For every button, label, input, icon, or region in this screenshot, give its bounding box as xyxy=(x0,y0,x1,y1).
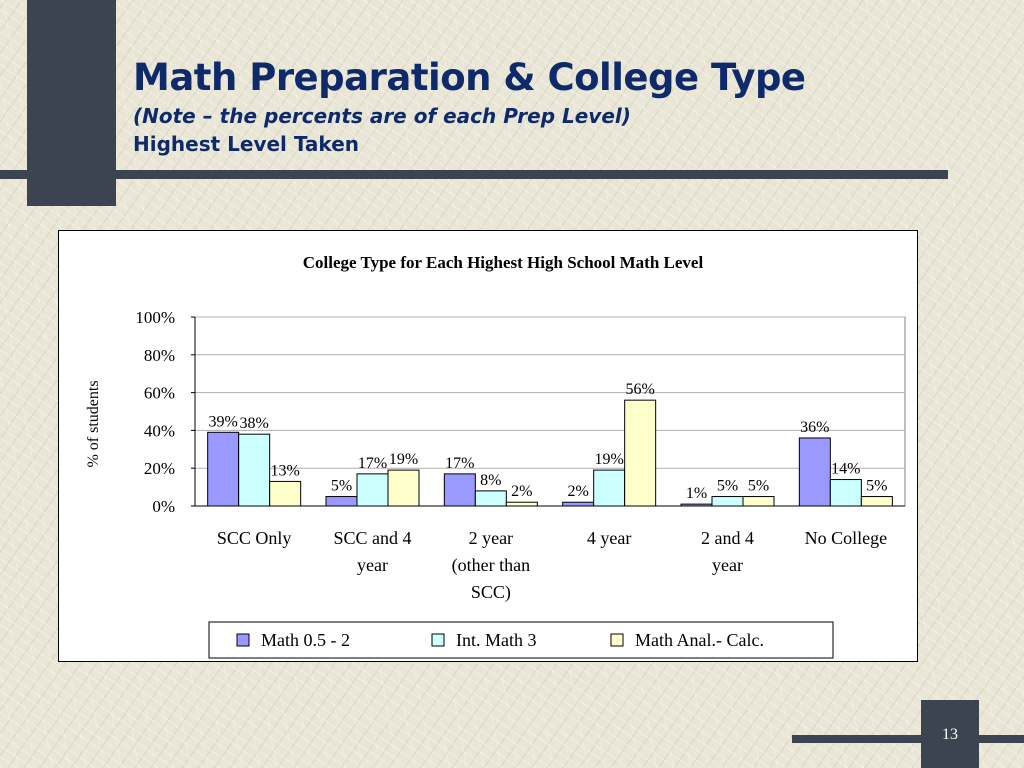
bar xyxy=(207,431,240,507)
slide-subtitle-note: (Note – the percents are of each Prep Le… xyxy=(133,104,631,128)
x-category-label: year xyxy=(357,555,388,575)
bar-data-label: 13% xyxy=(271,462,300,479)
bar-data-label: 36% xyxy=(800,419,829,436)
legend-entry-label: Int. Math 3 xyxy=(456,630,537,650)
y-tick-label: 0% xyxy=(152,497,175,516)
bar-data-label: 39% xyxy=(209,413,238,430)
legend-swatch xyxy=(431,633,445,647)
bar-data-label: 5% xyxy=(331,478,352,495)
bar xyxy=(829,479,862,507)
bar-data-label: 5% xyxy=(748,478,769,495)
bar xyxy=(711,496,744,507)
legend-box xyxy=(208,621,834,659)
x-category-label: (other than xyxy=(452,555,530,576)
bar xyxy=(443,473,476,507)
y-tick-label: 40% xyxy=(144,421,175,440)
y-tick-label: 60% xyxy=(144,384,175,403)
bar-data-label: 2% xyxy=(568,483,589,500)
bar xyxy=(474,490,507,507)
y-tick-label: 20% xyxy=(144,459,175,478)
bar xyxy=(624,399,657,507)
slide-title: Math Preparation & College Type xyxy=(133,56,806,99)
legend-entry-label: Math Anal.- Calc. xyxy=(635,630,764,650)
x-category-label: 2 and 4 xyxy=(701,528,754,548)
x-category-label: No College xyxy=(805,528,888,548)
plot-area xyxy=(194,316,906,507)
page-number-block xyxy=(921,700,979,768)
page-number: 13 xyxy=(942,726,958,743)
legend-entry-label: Math 0.5 - 2 xyxy=(261,630,350,650)
x-category-label: year xyxy=(712,555,743,575)
bar xyxy=(269,480,302,507)
bar xyxy=(860,496,893,507)
bar xyxy=(238,433,271,507)
legend-swatch xyxy=(236,633,250,647)
bar xyxy=(742,496,775,507)
x-category-label: SCC) xyxy=(471,582,511,603)
bar-data-label: 1% xyxy=(686,485,707,502)
title-block: Math Preparation & College Type (Note – … xyxy=(133,54,806,158)
bar xyxy=(680,503,713,507)
bar-chart: College Type for Each Highest High Schoo… xyxy=(85,253,906,659)
y-tick-label: 100% xyxy=(135,308,175,327)
bar-data-label: 17% xyxy=(358,455,387,472)
x-category-label: 2 year xyxy=(469,528,513,548)
bar-data-label: 14% xyxy=(831,461,860,478)
bar xyxy=(798,437,831,507)
bar xyxy=(387,469,420,507)
chart-title: College Type for Each Highest High Schoo… xyxy=(303,253,704,272)
x-category-label: SCC and 4 xyxy=(333,528,411,548)
bar-data-label: 5% xyxy=(866,478,887,495)
bar xyxy=(505,501,538,507)
bar-data-label: 56% xyxy=(626,381,655,398)
slide-subtitle-level: Highest Level Taken xyxy=(133,132,359,156)
bar xyxy=(356,473,389,507)
bar-data-label: 8% xyxy=(480,472,501,489)
y-axis-label: % of students xyxy=(85,380,102,467)
bar-data-label: 2% xyxy=(511,483,532,500)
bar-data-label: 38% xyxy=(240,415,269,432)
x-category-label: SCC Only xyxy=(217,528,292,548)
bar xyxy=(593,469,626,507)
bar xyxy=(325,496,358,507)
bar-data-label: 19% xyxy=(389,451,418,468)
x-category-label: 4 year xyxy=(587,528,631,548)
chart-container: College Type for Each Highest High Schoo… xyxy=(58,230,918,662)
bar-data-label: 19% xyxy=(595,451,624,468)
y-tick-label: 80% xyxy=(144,346,175,365)
bar xyxy=(562,501,595,507)
legend-swatch xyxy=(610,633,624,647)
footer-divider xyxy=(792,735,1024,743)
bar-data-label: 17% xyxy=(445,455,474,472)
title-divider xyxy=(0,170,948,179)
bar-data-label: 5% xyxy=(717,478,738,495)
